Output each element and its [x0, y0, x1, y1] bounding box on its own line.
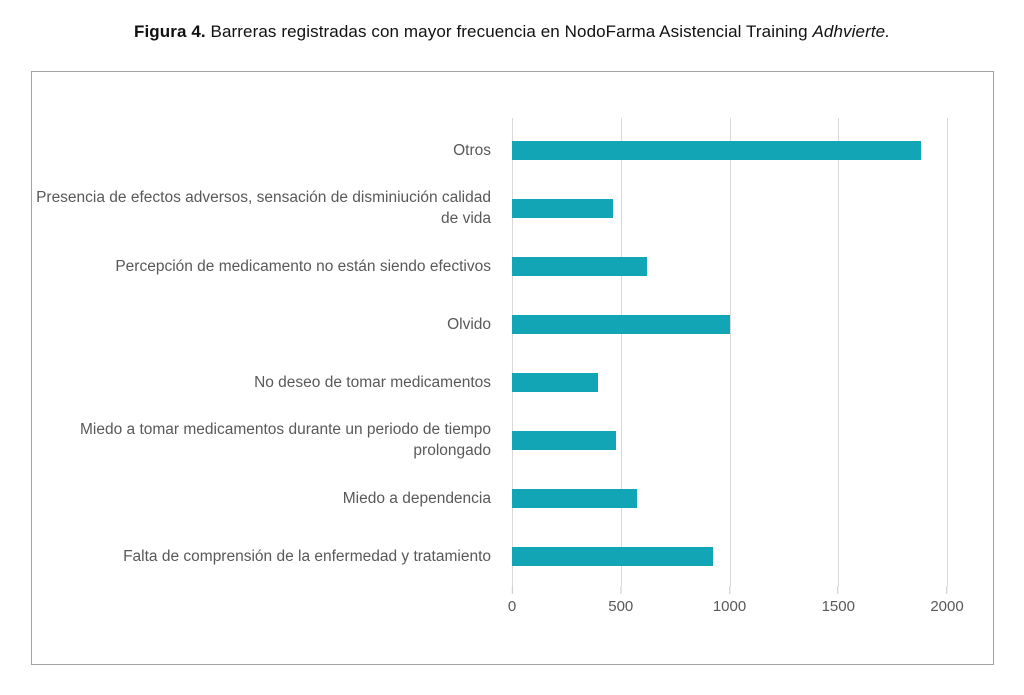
bar	[512, 198, 614, 218]
tick-label: 2000	[930, 598, 964, 615]
bar	[512, 140, 921, 160]
bar-track	[512, 140, 947, 160]
x-tick: 500	[608, 586, 633, 615]
bar	[512, 314, 730, 334]
gridline	[947, 118, 948, 586]
bar-row: Otros	[32, 121, 993, 179]
bar-row: Falta de comprensión de la enfermedad y …	[32, 527, 993, 585]
x-tick: 2000	[930, 586, 964, 615]
bar	[512, 546, 714, 566]
x-axis: 0 500 1000 1500 2000	[508, 586, 964, 626]
bar-track	[512, 372, 947, 392]
bar-track	[512, 430, 947, 450]
tick-mark	[837, 586, 839, 594]
chart-panel: Otros Presencia de efectos adversos, sens…	[31, 71, 994, 665]
caption-text: Barreras registradas con mayor frecuenci…	[205, 22, 813, 41]
bar	[512, 430, 617, 450]
category-label: Otros	[453, 141, 491, 159]
x-tick: 1000	[713, 586, 746, 615]
figure-caption: Figura 4. Barreras registradas con mayor…	[0, 22, 1024, 42]
x-tick: 0	[508, 586, 516, 615]
caption-prefix: Figura 4.	[133, 22, 206, 41]
category-label: Presencia de efectos adversos, sensación…	[36, 189, 491, 227]
category-label: No deseo de tomar medicamentos	[254, 373, 491, 391]
bar-row: No deseo de tomar medicamentos	[32, 353, 993, 411]
category-label: Olvido	[447, 315, 491, 333]
tick-mark	[511, 586, 513, 594]
tick-label: 1000	[712, 598, 747, 615]
category-label: Miedo a tomar medicamentos durante un pe…	[80, 421, 491, 459]
bar	[512, 372, 598, 392]
bar-track	[512, 198, 947, 218]
tick-label: 0	[507, 598, 517, 615]
gridline	[620, 118, 622, 586]
bar-row: Presencia de efectos adversos, sensación…	[32, 179, 993, 237]
bar-rows: Otros Presencia de efectos adversos, sens…	[32, 121, 993, 585]
category-label: Percepción de medicamento no están siend…	[115, 257, 491, 275]
bar-row: Olvido	[32, 295, 993, 353]
gridline	[729, 118, 731, 586]
category-label: Miedo a dependencia	[342, 489, 491, 507]
tick-mark	[620, 586, 622, 594]
bar-row: Miedo a dependencia	[32, 469, 993, 527]
gridline	[512, 118, 513, 586]
plot-gridlines	[512, 118, 948, 586]
tick-label: 1500	[821, 598, 855, 615]
tick-mark	[729, 586, 730, 594]
tick-label: 500	[608, 598, 634, 615]
x-tick: 1500	[822, 586, 855, 615]
bar-row: Percepción de medicamento no están siend…	[32, 237, 993, 295]
category-label: Falta de comprensión de la enfermedad y …	[123, 547, 491, 565]
bar-track	[512, 314, 947, 334]
gridline	[838, 118, 840, 586]
tick-mark	[946, 586, 948, 594]
bar	[512, 488, 638, 508]
bar-track	[512, 488, 947, 508]
bar-track	[512, 256, 947, 276]
caption-italic: Adhvierte.	[812, 22, 891, 41]
bar-row: Miedo a tomar medicamentos durante un pe…	[32, 411, 993, 469]
bar	[512, 256, 647, 276]
bar-track	[512, 546, 947, 566]
